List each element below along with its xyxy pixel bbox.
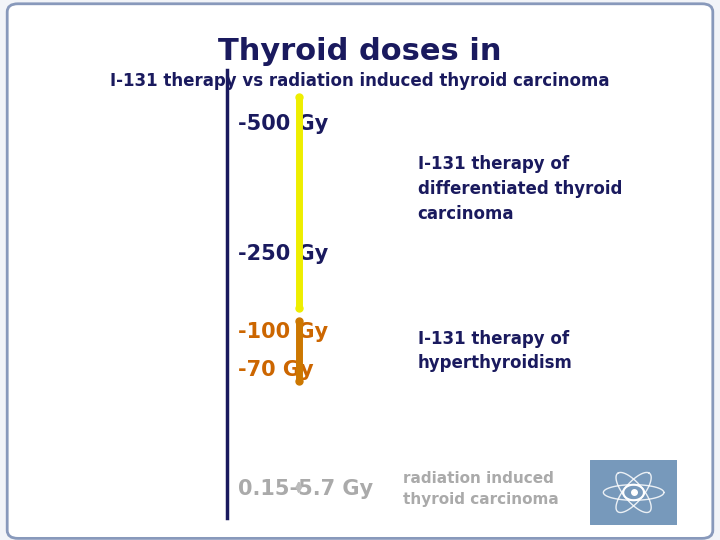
Text: -250 Gy: -250 Gy <box>238 244 328 264</box>
Text: -500 Gy: -500 Gy <box>238 114 328 134</box>
Text: -70 Gy: -70 Gy <box>238 360 313 380</box>
Text: I-131 therapy of
differentiated thyroid
carcinoma: I-131 therapy of differentiated thyroid … <box>418 155 622 223</box>
FancyBboxPatch shape <box>588 458 680 527</box>
Text: I-131 therapy vs radiation induced thyroid carcinoma: I-131 therapy vs radiation induced thyro… <box>110 72 610 90</box>
Text: 0.15-5.7 Gy: 0.15-5.7 Gy <box>238 478 373 499</box>
Text: radiation induced
thyroid carcinoma: radiation induced thyroid carcinoma <box>403 471 559 507</box>
Text: Thyroid doses in: Thyroid doses in <box>218 37 502 66</box>
Text: -100 Gy: -100 Gy <box>238 322 328 342</box>
Text: I-131 therapy of
hyperthyroidism: I-131 therapy of hyperthyroidism <box>418 329 572 373</box>
FancyBboxPatch shape <box>7 4 713 538</box>
